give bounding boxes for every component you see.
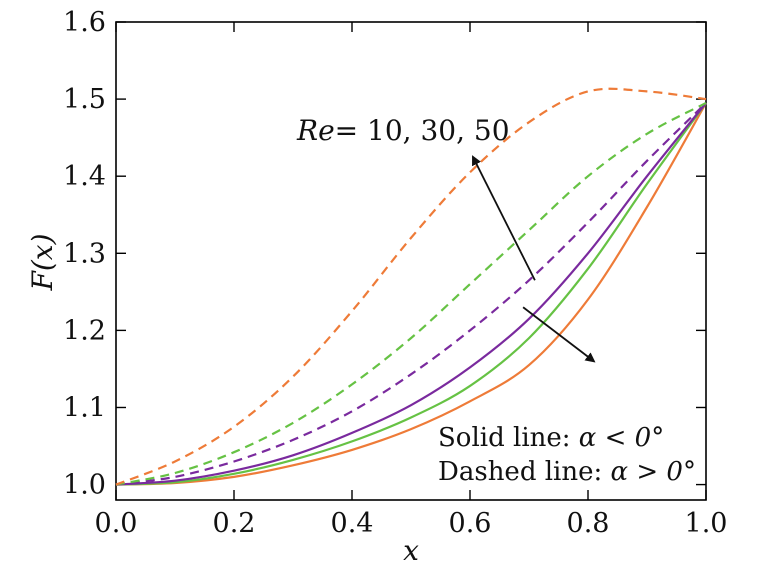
re-values: = 10, 30, 50 [335, 114, 510, 147]
y-tick-label: 1.2 [63, 315, 106, 346]
x-tick-label: 1.0 [685, 508, 728, 539]
trend-arrow [522, 306, 596, 363]
series-line-solid-re30 [115, 102, 707, 486]
x-tick-label: 0.8 [567, 508, 610, 539]
x-tick-label: 0.6 [449, 508, 492, 539]
plot-frame [115, 21, 707, 501]
series-line-dashed-re30 [115, 102, 707, 486]
re-annotation: Re= 10, 30, 50 [296, 114, 510, 147]
solid-line-text: Solid line: [438, 423, 579, 453]
solid-line-legend: Solid line: α < 0° [438, 423, 664, 453]
solid-line-condition: α < 0° [579, 423, 664, 453]
series-line-solid-re10 [115, 102, 707, 486]
x-tick-label: 0.4 [331, 508, 374, 539]
y-tick-label: 1.4 [63, 161, 106, 192]
series-layer [115, 87, 707, 486]
dashed-line-legend: Dashed line: α > 0° [438, 457, 696, 487]
y-tick-label: 1.5 [63, 84, 106, 115]
y-tick-label: 1.0 [63, 470, 106, 501]
series-line-dashed-re50 [115, 102, 707, 486]
x-axis-title: x [403, 534, 419, 567]
dashed-line-text: Dashed line: [438, 457, 611, 487]
x-tick-label: 0.0 [95, 508, 138, 539]
re-symbol: Re [296, 114, 335, 147]
trend-arrow [472, 155, 536, 281]
arrow-layer [472, 155, 596, 363]
y-tick-label: 1.3 [63, 238, 106, 269]
series-line-solid-re50 [115, 102, 707, 486]
y-tick-label: 1.6 [63, 7, 106, 38]
series-line-dashed-re10 [115, 87, 707, 486]
y-axis-title: F(x) [26, 233, 59, 291]
y-tick-label: 1.1 [63, 392, 106, 423]
dashed-line-condition: α > 0° [611, 457, 696, 487]
axis-ticks: 0.0 0.2 0.4 0.6 0.8 1.0 1.0 1.1 1.2 1.3 1.4 1.5 1.6 [63, 7, 727, 539]
x-tick-label: 0.2 [213, 508, 256, 539]
